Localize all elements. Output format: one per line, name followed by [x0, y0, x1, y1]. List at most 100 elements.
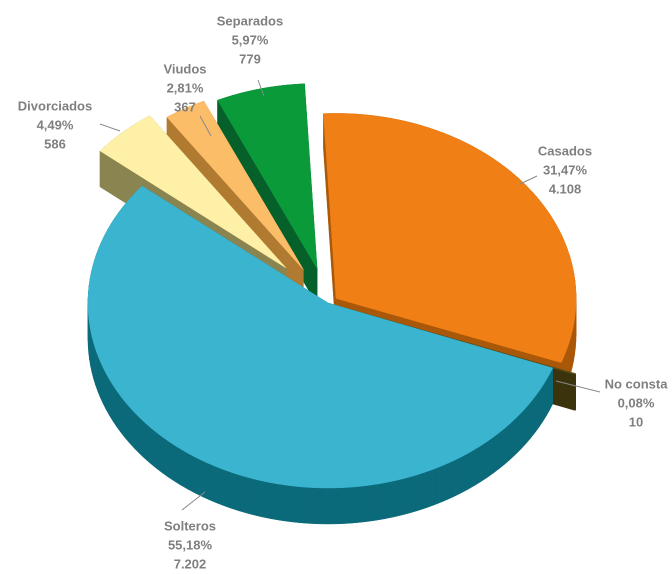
slice-side: [180, 448, 188, 490]
slice-side: [549, 367, 553, 411]
slice-side: [187, 452, 195, 494]
slice-side: [139, 416, 146, 460]
slice-side: [116, 389, 122, 434]
percent-label: 55,18%: [168, 537, 213, 552]
slice-side: [499, 427, 506, 470]
slice-side: [310, 487, 320, 525]
category-label: Separados: [217, 13, 283, 28]
slice-side: [474, 445, 482, 486]
slice-side: [155, 431, 163, 474]
leader-line: [199, 115, 212, 137]
slice-side: [318, 487, 328, 525]
slice-side: [393, 478, 402, 518]
slice: [323, 113, 577, 363]
slice-side: [542, 378, 547, 423]
category-label: Viudos: [163, 61, 206, 76]
slice-side: [368, 483, 378, 522]
count-label: 779: [239, 51, 261, 66]
slice-side: [401, 476, 410, 516]
slice-side: [431, 466, 440, 507]
slice-side: [112, 384, 117, 428]
slice-side: [261, 480, 271, 519]
slice-side: [360, 485, 370, 523]
slice-side: [245, 476, 255, 516]
count-label: 367: [174, 99, 196, 114]
slice-side: [95, 348, 99, 392]
slice-side: [193, 456, 202, 497]
slice-side: [208, 462, 216, 503]
count-label: 586: [44, 136, 66, 151]
slice-side: [238, 474, 247, 514]
category-label: Divorciados: [18, 98, 92, 113]
slice-side: [134, 411, 140, 455]
percent-label: 2,81%: [167, 80, 204, 95]
slice-side: [530, 396, 536, 440]
slice: [217, 83, 318, 269]
slice-side: [230, 471, 239, 511]
slice-side: [493, 431, 500, 474]
slice-side: [124, 401, 130, 444]
slice-side: [161, 436, 169, 478]
category-label: Casados: [538, 143, 592, 158]
slice-side: [93, 342, 96, 386]
slice-side: [376, 482, 386, 521]
slice-side: [129, 406, 135, 450]
slice-side: [424, 469, 433, 509]
category-label: No consta: [605, 376, 669, 391]
leader-line: [519, 175, 538, 185]
percent-label: 4,49%: [37, 117, 74, 132]
slice-side: [99, 361, 104, 404]
slice-side: [222, 469, 231, 509]
slice: [87, 185, 554, 489]
slice-side: [546, 373, 550, 417]
slice-side: [294, 485, 303, 524]
percent-label: 0,08%: [618, 395, 655, 410]
slice-side: [416, 472, 425, 512]
slice-side: [467, 449, 475, 490]
count-label: 7.202: [174, 556, 207, 571]
slice-side: [510, 417, 517, 460]
slice-side: [487, 436, 494, 478]
slice: [99, 115, 287, 269]
leader-line: [99, 123, 121, 132]
slice-side: [538, 384, 543, 429]
slice-side: [167, 440, 175, 482]
slice-side: [174, 444, 181, 486]
slice-side: [200, 459, 209, 500]
slice-side: [352, 485, 361, 524]
slice-side: [408, 474, 418, 514]
slice-side: [343, 486, 353, 524]
slice-side: [327, 487, 337, 525]
slice-side: [150, 426, 157, 469]
slice-side: [504, 422, 511, 465]
percent-label: 31,47%: [543, 162, 588, 177]
slice-side: [480, 440, 488, 482]
slice-side: [460, 452, 469, 494]
slice-side: [446, 460, 455, 501]
slice-side: [520, 407, 527, 450]
slice-side: [525, 401, 531, 445]
slice-side: [515, 412, 522, 455]
slice-group: [87, 185, 554, 525]
slice-side: [384, 480, 394, 519]
slice-side: [269, 482, 279, 521]
slice-side: [534, 390, 540, 434]
slice-side: [439, 463, 448, 504]
slice-side: [109, 378, 114, 422]
percent-label: 5,97%: [232, 32, 269, 47]
slice-side: [453, 456, 462, 497]
slice-side: [335, 487, 345, 525]
slice-side: [215, 466, 224, 506]
slice-side: [102, 367, 107, 410]
slice-side: [302, 486, 312, 524]
leader-line: [555, 380, 601, 393]
count-label: 10: [629, 414, 643, 429]
slice-side: [105, 372, 110, 417]
slice-side: [97, 355, 101, 398]
slice-side: [144, 421, 151, 464]
count-label: 4.108: [549, 181, 582, 196]
leader-line: [257, 79, 265, 97]
slice-side: [253, 478, 263, 518]
leader-line: [181, 491, 206, 511]
